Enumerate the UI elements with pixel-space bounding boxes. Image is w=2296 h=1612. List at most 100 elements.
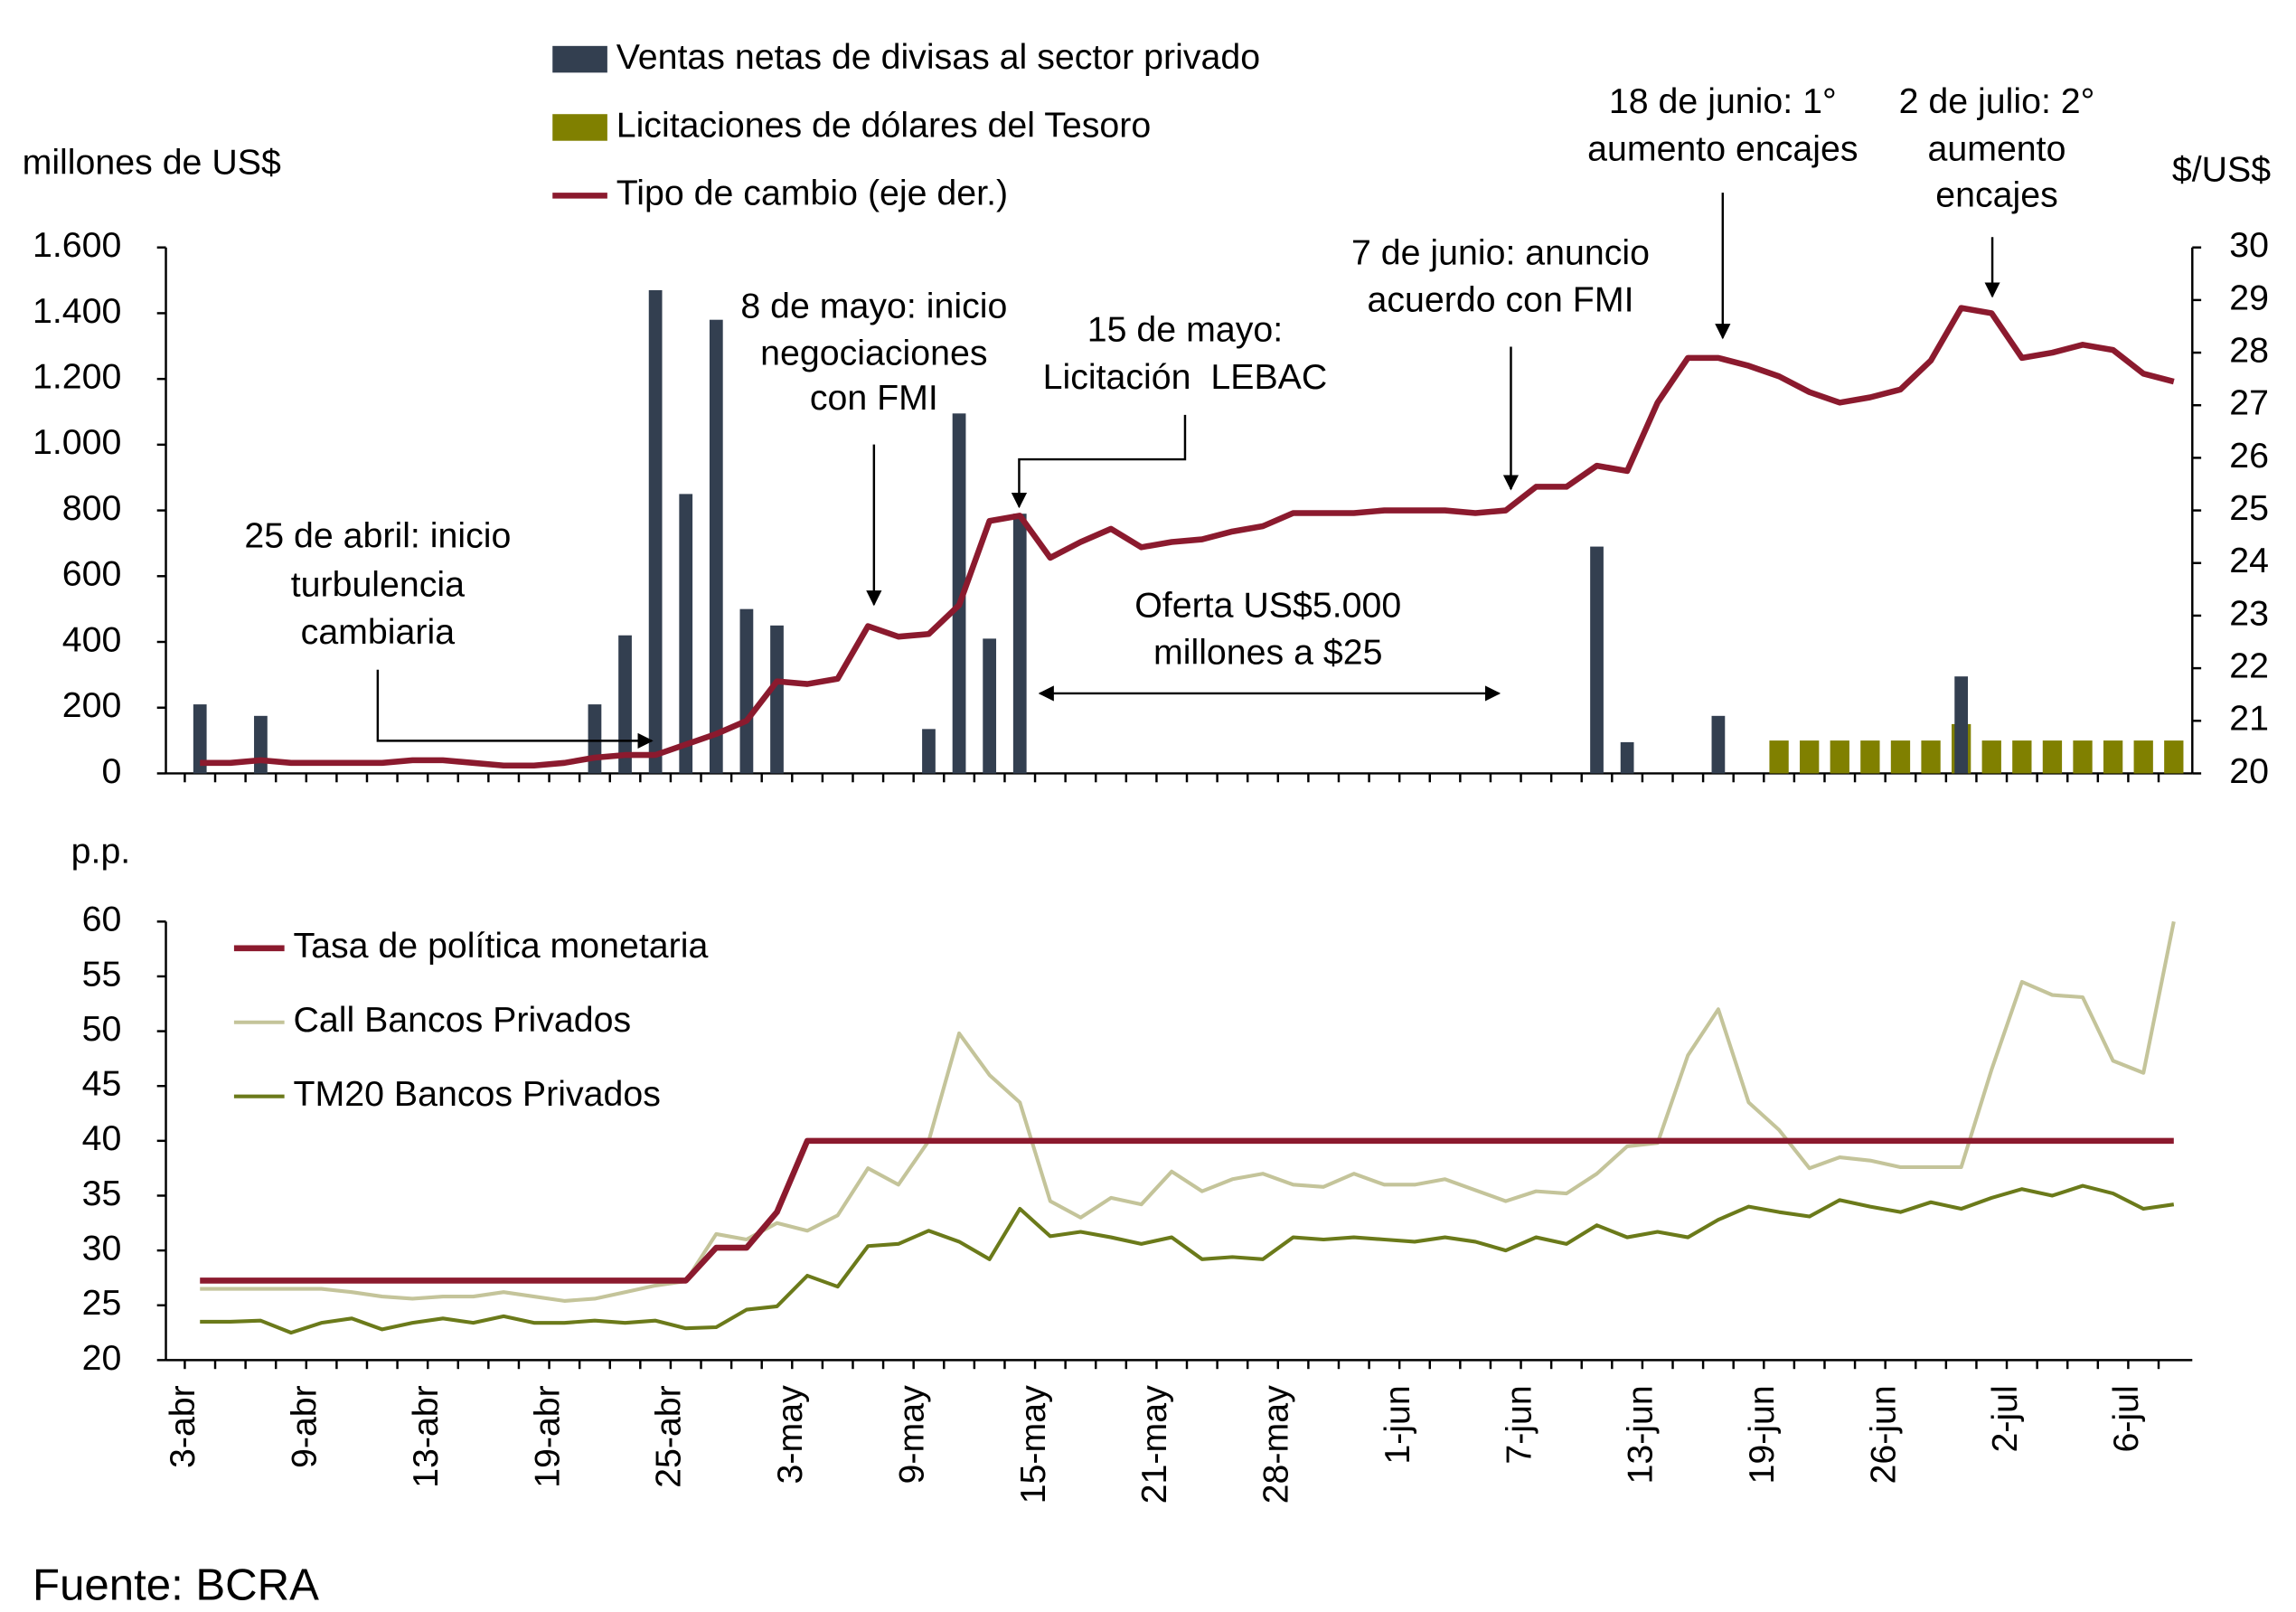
bar xyxy=(648,289,663,774)
annotation: 18 de junio: 1° xyxy=(1609,81,1837,121)
annotation: Licitación LEBAC xyxy=(1043,357,1328,397)
x-tick-label: 6-jul xyxy=(2106,1385,2146,1452)
y2-tick-label: 28 xyxy=(2229,330,2269,370)
bar xyxy=(1830,740,1849,774)
legend-label: Tasa de política monetaria xyxy=(293,926,708,966)
y2-tick-label: 27 xyxy=(2229,383,2269,423)
y-tick-label: 400 xyxy=(62,619,122,659)
bar xyxy=(739,608,754,774)
annotation: acuerdo con FMI xyxy=(1368,280,1634,320)
y-axis-label: p.p. xyxy=(71,831,131,871)
y2-tick-label: 21 xyxy=(2229,699,2269,739)
x-tick-label: 13-abr xyxy=(406,1385,446,1488)
bar xyxy=(1590,546,1604,774)
x-tick-label: 21-may xyxy=(1134,1385,1174,1504)
y-tick-label: 1.600 xyxy=(33,225,121,265)
y-tick-label: 30 xyxy=(82,1229,122,1268)
bar xyxy=(1012,514,1027,774)
y2-tick-label: 23 xyxy=(2229,593,2269,633)
source: Fuente: BCRA xyxy=(33,1560,319,1610)
bar xyxy=(254,715,268,774)
legend-label: Tipo de cambio (eje der.) xyxy=(616,174,1008,213)
x-tick-label: 19-abr xyxy=(527,1385,567,1488)
y2-tick-label: 26 xyxy=(2229,436,2269,476)
annotation: turbulencia xyxy=(291,564,465,604)
annotation-arrow xyxy=(376,669,654,749)
legend-swatch xyxy=(552,45,607,73)
bar xyxy=(679,494,693,774)
legend-label: Call Bancos Privados xyxy=(293,1000,631,1040)
annotation: 2 de julio: 2° xyxy=(1899,81,2095,121)
annotation: encajes xyxy=(1935,174,2058,214)
x-tick-label: 26-jun xyxy=(1863,1385,1903,1484)
annotation: 7 de junio: anuncio xyxy=(1351,232,1650,272)
x-tick-label: 13-jun xyxy=(1621,1385,1661,1484)
x-tick-label: 9-abr xyxy=(285,1385,325,1468)
x-tick-label: 3-may xyxy=(770,1385,810,1485)
bar xyxy=(1981,740,2001,774)
line xyxy=(200,1137,2174,1284)
bar xyxy=(983,638,997,774)
y-tick-label: 50 xyxy=(82,1009,122,1049)
bar xyxy=(2164,740,2184,774)
bar xyxy=(2073,740,2093,774)
x-tick-label: 25-abr xyxy=(649,1385,689,1488)
bar xyxy=(1711,715,1726,774)
x-tick-label: 9-may xyxy=(891,1385,931,1485)
bar xyxy=(1860,740,1880,774)
x-tick-label: 28-may xyxy=(1256,1385,1296,1504)
annotation: 8 de mayo: inicio xyxy=(740,286,1007,325)
y-tick-label: 55 xyxy=(82,954,122,994)
annotation-arrow xyxy=(1011,414,1187,509)
y-tick-label: 20 xyxy=(82,1338,122,1378)
y-tick-label: 25 xyxy=(82,1283,122,1323)
bar xyxy=(1890,740,1911,774)
y-tick-label: 800 xyxy=(62,488,122,528)
annotation: negociaciones xyxy=(760,334,987,373)
y-tick-label: 1.200 xyxy=(33,357,121,397)
x-tick-label: 19-jun xyxy=(1742,1385,1782,1484)
bar xyxy=(618,635,632,774)
bar xyxy=(2103,740,2123,774)
legend-label: TM20 Bancos Privados xyxy=(293,1074,660,1114)
bar xyxy=(922,729,936,774)
y-tick-label: 45 xyxy=(82,1064,122,1104)
y2-tick-label: 22 xyxy=(2229,646,2269,685)
bar xyxy=(1921,740,1941,774)
y-tick-label: 600 xyxy=(62,554,122,594)
bar xyxy=(1620,741,1634,774)
bar xyxy=(2012,740,2032,774)
y-tick-label: 35 xyxy=(82,1174,122,1213)
x-tick-label: 7-jun xyxy=(1499,1385,1539,1464)
y2-tick-label: 29 xyxy=(2229,278,2269,317)
bar xyxy=(1954,676,1969,774)
bar xyxy=(193,704,207,774)
bar xyxy=(709,319,723,774)
y2-axis-label: $/US$ xyxy=(2172,150,2271,190)
annotation: millones a $25 xyxy=(1153,633,1383,673)
annotation: con FMI xyxy=(810,378,938,418)
y-tick-label: 200 xyxy=(62,685,122,725)
bar xyxy=(952,413,966,774)
annotation: cambiaria xyxy=(301,612,456,652)
bar xyxy=(2042,740,2063,774)
legend-swatch xyxy=(552,114,607,141)
line xyxy=(200,305,2175,768)
y2-tick-label: 30 xyxy=(2229,225,2269,265)
y-tick-label: 60 xyxy=(82,900,122,939)
x-tick-label: 3-abr xyxy=(163,1385,202,1468)
annotation: 15 de mayo: xyxy=(1087,310,1283,350)
bar xyxy=(1800,740,1820,774)
x-tick-label: 1-jun xyxy=(1378,1385,1417,1464)
annotation: Oferta US$5.000 xyxy=(1134,585,1401,625)
bar xyxy=(1769,740,1789,774)
annotation: aumento xyxy=(1927,129,2065,169)
y-axis-label: millones de US$ xyxy=(23,142,281,182)
y-tick-label: 0 xyxy=(101,751,121,791)
legend-label: Licitaciones de dólares del Tesoro xyxy=(616,105,1152,145)
x-tick-label: 15-may xyxy=(1013,1385,1053,1504)
y2-tick-label: 24 xyxy=(2229,541,2269,580)
x-tick-label: 2-jul xyxy=(1985,1385,2025,1452)
